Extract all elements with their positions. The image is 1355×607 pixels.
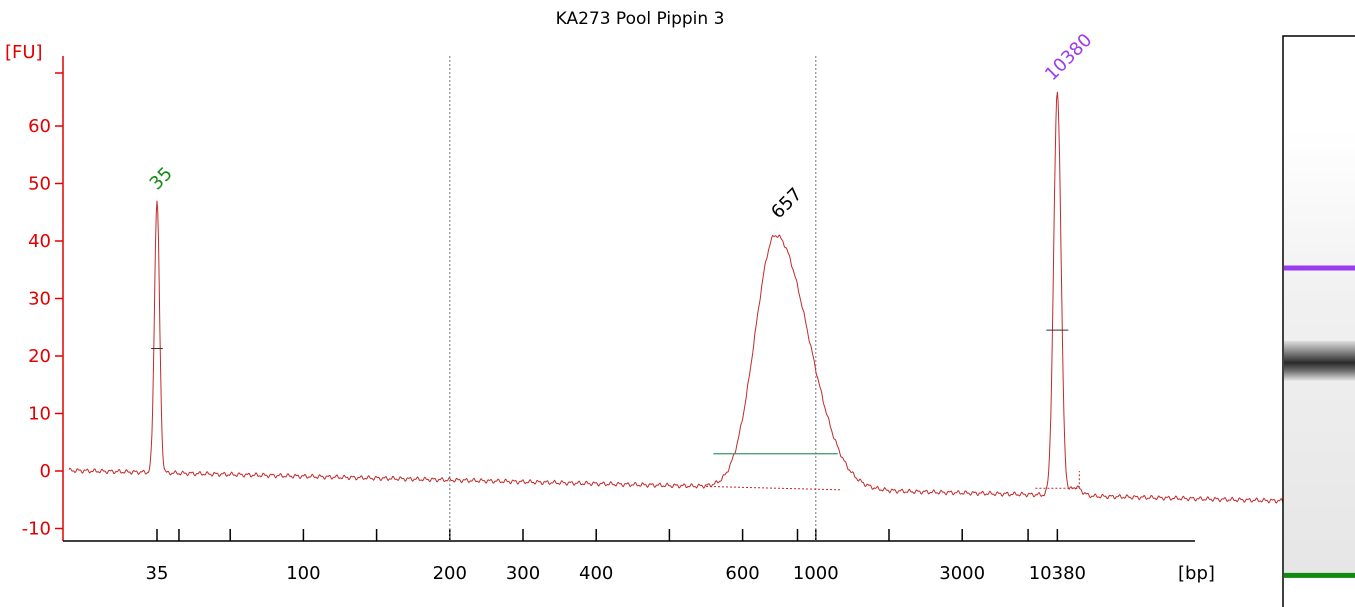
y-tick-label: -10 — [22, 519, 51, 540]
peak-label: 657 — [767, 184, 806, 223]
y-tick-label: 30 — [28, 289, 51, 310]
y-tick-label: 0 — [40, 461, 51, 482]
y-tick-label: 50 — [28, 174, 51, 195]
gel-band-lower-marker — [1284, 572, 1355, 578]
y-tick-label: 40 — [28, 231, 51, 252]
peak-label: 10380 — [1041, 30, 1096, 85]
x-tick-label: 35 — [146, 563, 169, 584]
gel-lane — [1282, 35, 1355, 607]
gel-band-upper-marker — [1284, 265, 1355, 271]
x-tick-label: 300 — [506, 563, 540, 584]
x-tick-label: 100 — [286, 563, 320, 584]
gel-bands — [1284, 265, 1355, 578]
plot-area: -10 0 10 20 30 40 50 60 35 100 200 300 400 600 1000 300… — [22, 30, 1351, 584]
peak-baseline — [705, 485, 842, 491]
y-axis-label: [FU] — [5, 42, 43, 63]
x-tick-label: 1000 — [793, 563, 839, 584]
x-tick-label: 200 — [433, 563, 467, 584]
electropherogram-trace — [68, 91, 1351, 506]
y-tick-label: 10 — [28, 404, 51, 425]
y-tick-label: 20 — [28, 346, 51, 367]
y-tick-label: 60 — [28, 116, 51, 137]
x-tick-label: 10380 — [1029, 563, 1086, 584]
chart-title: KA273 Pool Pippin 3 — [556, 9, 725, 29]
x-tick-label: 3000 — [939, 563, 985, 584]
x-axis-label: [bp] — [1178, 563, 1215, 584]
x-tick-label: 600 — [725, 563, 759, 584]
peak-label: 35 — [146, 163, 177, 194]
gel-band-sample — [1284, 340, 1355, 381]
x-tick-label: 400 — [579, 563, 613, 584]
